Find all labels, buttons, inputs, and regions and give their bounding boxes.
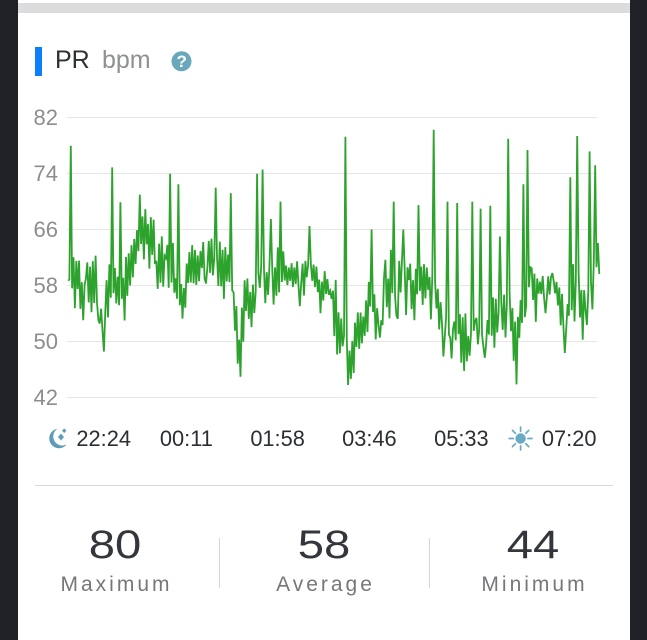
svg-text:07:20: 07:20 bbox=[542, 426, 597, 451]
svg-text:58: 58 bbox=[34, 273, 58, 298]
svg-text:?: ? bbox=[177, 52, 187, 71]
svg-text:66: 66 bbox=[34, 217, 58, 242]
svg-text:22:24: 22:24 bbox=[76, 426, 131, 451]
svg-text:50: 50 bbox=[34, 329, 58, 354]
svg-text:42: 42 bbox=[34, 385, 58, 410]
svg-text:00:11: 00:11 bbox=[160, 426, 213, 451]
svg-text:82: 82 bbox=[34, 105, 58, 130]
svg-text:03:46: 03:46 bbox=[342, 426, 397, 451]
svg-text:01:58: 01:58 bbox=[250, 426, 305, 451]
svg-text:05:33: 05:33 bbox=[434, 426, 489, 451]
svg-text:74: 74 bbox=[34, 161, 58, 186]
